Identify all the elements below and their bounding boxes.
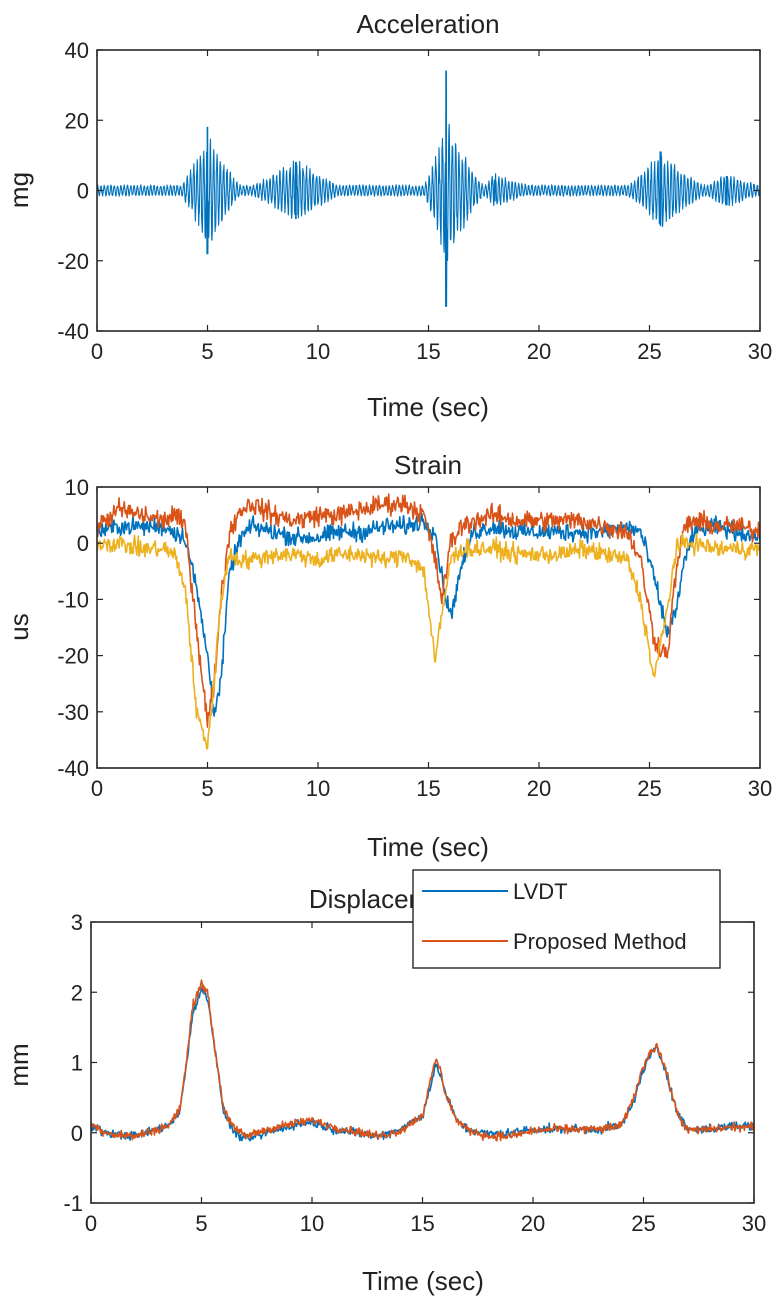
acceleration-series-acceleration: [97, 70, 760, 307]
strain-ytick-label: -30: [57, 700, 89, 725]
acceleration-xtick-label: 10: [306, 339, 330, 364]
acceleration-plot: 0 5 10 15 20 25 30 -40 -20 0 20 40: [57, 38, 772, 364]
acceleration-ytick-label: 40: [65, 38, 89, 63]
acceleration-ytick-label: 0: [77, 179, 89, 204]
strain-xlabel: Time (sec): [367, 832, 489, 862]
strain-plot: 0 5 10 15 20 25 30 -40 -30 -20 -10 0 10: [57, 475, 772, 801]
strain-series-strain-3: [97, 533, 760, 750]
acceleration-xtick-label: 5: [201, 339, 213, 364]
displacement-xtick-label: 5: [195, 1211, 207, 1236]
strain-series-strain-2: [97, 493, 760, 728]
displacement-xtick-label: 30: [742, 1211, 766, 1236]
legend: LVDT Proposed Method: [412, 869, 721, 969]
displacement-xtick-label: 15: [410, 1211, 434, 1236]
legend-label-proposed-method: Proposed Method: [513, 929, 687, 954]
acceleration-ytick-label: 20: [65, 108, 89, 133]
strain-ylabel: us: [4, 613, 34, 640]
displacement-series-group: [91, 979, 754, 1142]
strain-ytick-label: 0: [77, 531, 89, 556]
strain-xtick-label: 30: [748, 776, 772, 801]
strain-title: Strain: [394, 450, 462, 480]
acceleration-xlabel: Time (sec): [367, 392, 489, 422]
displacement-xlabel: Time (sec): [362, 1266, 484, 1296]
strain-xtick-label: 15: [416, 776, 440, 801]
displacement-ytick-label: 3: [71, 910, 83, 935]
displacement-ylabel: mm: [4, 1043, 34, 1086]
strain-ytick-label: -20: [57, 644, 89, 669]
strain-xtick-label: 10: [306, 776, 330, 801]
acceleration-ylabel: mg: [4, 172, 34, 208]
panel-strain: Strain 0 5 10 15 20 25 30 -40 -30 -20 -10 0 10 Time …: [4, 450, 772, 862]
displacement-ytick-label: 0: [71, 1121, 83, 1146]
strain-xtick-label: 25: [637, 776, 661, 801]
acceleration-ytick-label: -20: [57, 249, 89, 274]
displacement-xtick-label: 20: [521, 1211, 545, 1236]
legend-label-lvdt: LVDT: [513, 879, 568, 904]
acceleration-xtick-label: 30: [748, 339, 772, 364]
panel-acceleration: Acceleration 0 5 10 15 20 25 30 -40 -20 0 20 40 Tim…: [4, 9, 772, 422]
displacement-xtick-label: 10: [300, 1211, 324, 1236]
strain-xtick-label: 5: [201, 776, 213, 801]
acceleration-xtick-label: 20: [527, 339, 551, 364]
acceleration-series-group: [97, 70, 760, 307]
acceleration-xtick-label: 15: [416, 339, 440, 364]
displacement-ytick-label: 1: [71, 1051, 83, 1076]
acceleration-title: Acceleration: [356, 9, 499, 39]
strain-ytick-label: -40: [57, 756, 89, 781]
displacement-ytick-label: -1: [63, 1191, 83, 1216]
displacement-ytick-label: 2: [71, 980, 83, 1005]
displacement-xtick-label: 25: [631, 1211, 655, 1236]
strain-series-group: [97, 493, 760, 750]
strain-ytick-label: 10: [65, 475, 89, 500]
acceleration-xtick-label: 0: [91, 339, 103, 364]
displacement-xtick-label: 0: [85, 1211, 97, 1236]
strain-xtick-label: 0: [91, 776, 103, 801]
legend-box: [412, 869, 721, 969]
acceleration-ytick-label: -40: [57, 319, 89, 344]
acceleration-xtick-label: 25: [637, 339, 661, 364]
strain-xtick-label: 20: [527, 776, 551, 801]
strain-ytick-label: -10: [57, 587, 89, 612]
displacement-series-proposed-method: [91, 979, 754, 1142]
